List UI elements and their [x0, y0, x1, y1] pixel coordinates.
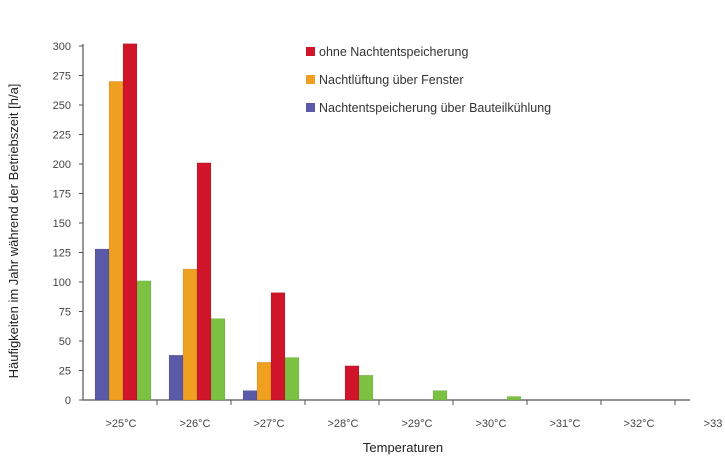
- x-tick-label: >29°C: [401, 418, 432, 430]
- legend-swatch: [306, 103, 315, 112]
- bar: [196, 162, 212, 401]
- x-tick-label: >28°C: [327, 418, 358, 430]
- bar: [432, 390, 448, 401]
- x-tick-label: >30°C: [475, 418, 506, 430]
- x-tick-label: >33: [704, 418, 723, 430]
- y-tick-label: 100: [53, 277, 71, 289]
- x-tick-label: >31°C: [549, 418, 580, 430]
- legend-swatch: [306, 75, 315, 84]
- x-tick-label: >25°C: [105, 418, 136, 430]
- bar: [344, 365, 360, 401]
- bar: [182, 268, 198, 401]
- y-axis-title: Häufigkeiten im Jahr während der Betrieb…: [6, 84, 21, 379]
- y-tick-label: 250: [53, 100, 71, 112]
- bar: [284, 357, 300, 401]
- bar: [136, 280, 152, 401]
- legend-swatch: [306, 47, 315, 56]
- legend-label: ohne Nachtentspeicherung: [319, 45, 468, 59]
- bar: [256, 361, 272, 401]
- bar: [122, 43, 138, 401]
- y-tick-label: 125: [53, 248, 71, 260]
- legend-label: Nachtentspeicherung über Bauteilkühlung: [319, 101, 551, 115]
- y-tick-label: 50: [59, 336, 71, 348]
- y-tick-label: 200: [53, 159, 71, 171]
- x-tick-label: >32°C: [623, 418, 654, 430]
- y-tick-label: 175: [53, 189, 71, 201]
- bar: [168, 354, 184, 401]
- bar: [94, 248, 110, 401]
- x-axis-title: Temperaturen: [363, 440, 443, 455]
- y-tick-label: 150: [53, 218, 71, 230]
- y-tick-label: 75: [59, 307, 71, 319]
- bar: [242, 390, 258, 401]
- y-tick-label: 25: [59, 366, 71, 378]
- x-tick-label: >26°C: [179, 418, 210, 430]
- bar: [108, 81, 124, 401]
- y-tick-label: 0: [65, 395, 71, 407]
- bar: [358, 374, 374, 401]
- bar: [210, 318, 226, 401]
- y-tick-label: 225: [53, 130, 71, 142]
- bar: [270, 292, 286, 401]
- x-tick-label: >27°C: [253, 418, 284, 430]
- legend-label: Nachtlüftung über Fenster: [319, 73, 464, 87]
- y-tick-label: 275: [53, 71, 71, 83]
- bar: [506, 396, 522, 401]
- y-tick-label: 300: [53, 41, 71, 53]
